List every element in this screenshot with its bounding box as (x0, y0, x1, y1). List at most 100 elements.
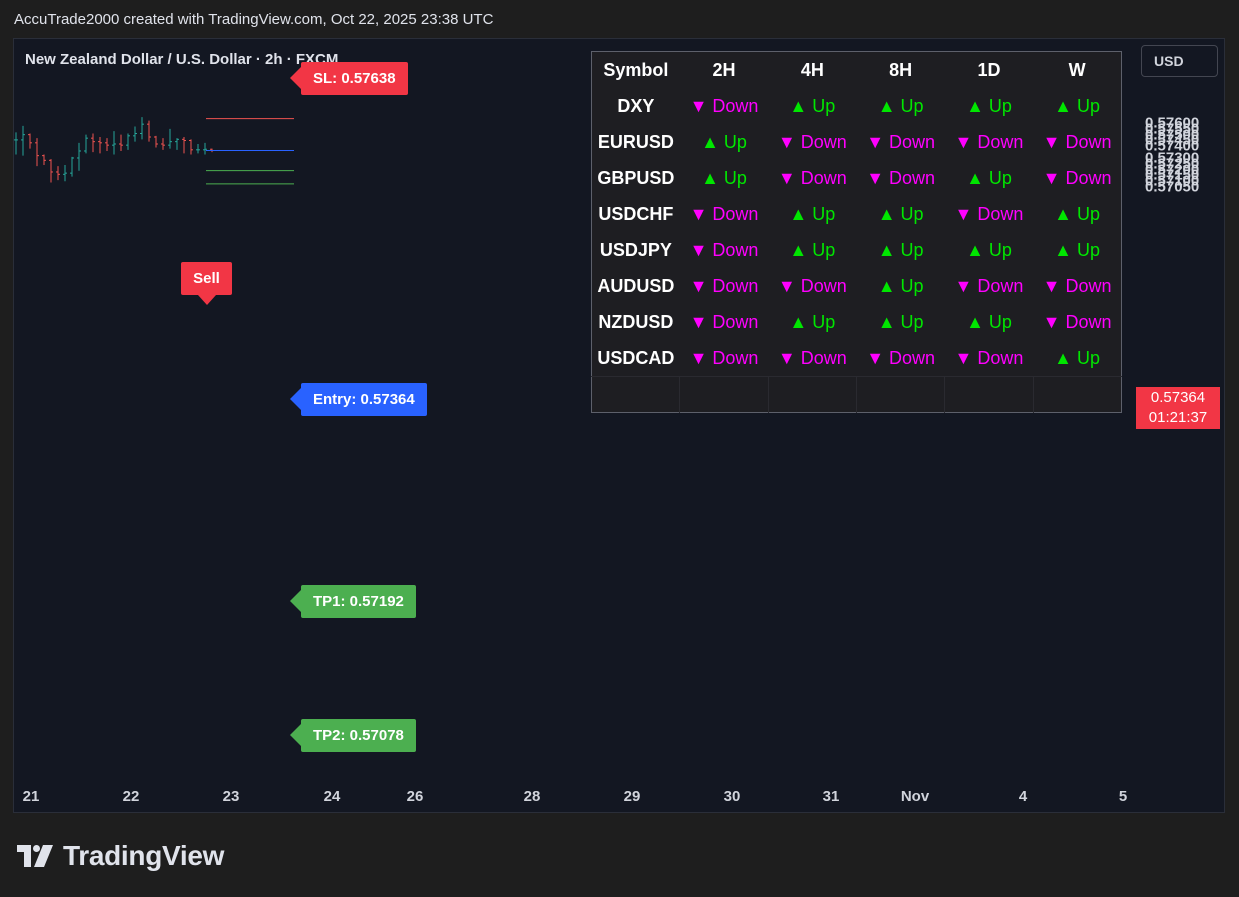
trend-cell-down: ▼ Down (689, 275, 759, 296)
last-price-badge: 0.57364 01:21:37 (1136, 387, 1220, 429)
trend-cell-up: ▲ Up (1054, 347, 1100, 368)
trend-cell-down: ▼ Down (1042, 311, 1112, 332)
table-symbol-cell: GBPUSD (597, 167, 675, 188)
trend-cell-up: ▲ Up (701, 167, 747, 188)
table-row: USDCAD ▼ Down ▼ Down ▼ Down ▼ Down ▲ Up (592, 340, 1122, 377)
trend-cell-up: ▲ Up (877, 239, 924, 260)
table-empty-cell (767, 376, 857, 413)
trend-cell-up: ▲ Up (877, 275, 924, 296)
time-tick-label: 31 (822, 788, 840, 805)
trend-cell-up: ▲ Up (966, 239, 1012, 260)
trend-cell-up: ▲ Up (877, 311, 924, 332)
trend-cell-up: ▲ Up (1054, 239, 1100, 260)
time-tick-label: 22 (122, 788, 140, 805)
trend-cell-down: ▼ Down (1042, 167, 1112, 188)
sell-signal-label: Sell (181, 262, 232, 305)
price-tick-label: 0.57300 (1145, 149, 1200, 167)
trend-cell-up: ▲ Up (877, 95, 924, 116)
table-row: AUDUSD ▼ Down ▼ Down ▲ Up ▼ Down ▼ Down (592, 268, 1122, 304)
stop-loss-tag: SL: 0.57638 (290, 62, 408, 95)
trend-cell-down: ▼ Down (689, 239, 759, 260)
time-tick-label: 4 (1018, 788, 1028, 805)
chart-pane[interactable]: New Zealand Dollar / U.S. Dollar · 2h · … (13, 38, 1225, 813)
trend-cell-up: ▲ Up (877, 203, 924, 224)
multi-timeframe-trend-table: Symbol 2H 4H 8H 1D W DXY ▼ Down ▲ Up ▲ Up ▲ Up ▲ U… (591, 51, 1122, 413)
table-header-4h: 4H (800, 59, 824, 80)
trend-cell-down: ▼ Down (866, 131, 936, 152)
table-empty-cell (679, 376, 769, 413)
trend-cell-down: ▼ Down (954, 203, 1024, 224)
table-empty-cell (944, 376, 1034, 413)
table-row: NZDUSD ▼ Down ▲ Up ▲ Up ▲ Up ▼ Down (592, 304, 1122, 340)
tradingview-logo-text: TradingView (63, 840, 225, 871)
price-tick-label: 0.57550 (1145, 120, 1200, 138)
price-tick-label: 0.57200 (1145, 161, 1200, 179)
table-header-symbol: Symbol (603, 59, 669, 80)
time-tick-label: 29 (623, 788, 641, 805)
table-row: GBPUSD ▲ Up ▼ Down ▼ Down ▲ Up ▼ Down (592, 160, 1122, 196)
price-tick-label: 0.57050 (1145, 178, 1200, 196)
trend-cell-up: ▲ Up (1054, 203, 1100, 224)
trend-cell-down: ▼ Down (777, 131, 847, 152)
candlestick-plot[interactable] (14, 39, 1134, 779)
trend-cell-down: ▼ Down (689, 203, 759, 224)
trend-cell-up: ▲ Up (789, 203, 836, 224)
table-symbol-cell: USDCHF (598, 203, 674, 224)
price-tick-label: 0.57450 (1145, 131, 1200, 149)
time-tick-label: 21 (22, 788, 40, 805)
table-symbol-cell: DXY (617, 95, 655, 116)
price-tick-label: 0.57500 (1145, 126, 1200, 144)
bar-countdown: 01:21:37 (1148, 409, 1208, 426)
trend-cell-down: ▼ Down (689, 95, 759, 116)
take-profit-2-tag: TP2: 0.57078 (290, 719, 416, 752)
table-symbol-cell: AUDUSD (597, 275, 675, 296)
table-symbol-cell: EURUSD (597, 131, 674, 152)
price-tick-label: 0.57250 (1145, 155, 1200, 173)
trend-cell-up: ▲ Up (789, 95, 836, 116)
table-empty-cell (855, 376, 945, 413)
symbol-title[interactable]: New Zealand Dollar / U.S. Dollar · 2h · … (25, 51, 339, 68)
tradingview-logo[interactable]: TradingView (17, 840, 224, 872)
table-row: EURUSD ▲ Up ▼ Down ▼ Down ▼ Down ▼ Down (592, 124, 1122, 160)
trend-cell-up: ▲ Up (701, 131, 747, 152)
trend-cell-down: ▼ Down (777, 167, 847, 188)
trend-cell-down: ▼ Down (689, 311, 759, 332)
currency-selector-button[interactable]: USD (1141, 45, 1218, 77)
time-tick-label: 5 (1118, 788, 1128, 805)
price-tick-label: 0.57150 (1145, 166, 1200, 184)
table-symbol-cell: USDCAD (597, 347, 675, 368)
take-profit-1-tag: TP1: 0.57192 (290, 585, 416, 618)
last-price-value: 0.57364 (1150, 389, 1206, 406)
table-header-w: W (1068, 59, 1086, 80)
trend-cell-down: ▼ Down (954, 275, 1024, 296)
price-tick-label: 0.57100 (1145, 172, 1200, 190)
trend-cell-down: ▼ Down (689, 347, 759, 368)
table-empty-row (591, 376, 1122, 413)
time-tick-label: Nov (900, 788, 930, 805)
trend-cell-down: ▼ Down (866, 167, 936, 188)
table-symbol-cell: USDJPY (599, 239, 672, 260)
trend-cell-up: ▲ Up (789, 239, 836, 260)
table-row: USDCHF ▼ Down ▲ Up ▲ Up ▼ Down ▲ Up (592, 196, 1122, 232)
price-tick-label: 0.57400 (1145, 137, 1200, 155)
time-tick-label: 30 (723, 788, 741, 805)
tradingview-logo-icon (17, 845, 53, 867)
table-row: DXY ▼ Down ▲ Up ▲ Up ▲ Up ▲ Up (592, 88, 1122, 124)
table-header-1d: 1D (977, 59, 1001, 80)
trend-cell-down: ▼ Down (954, 347, 1024, 368)
trend-cell-down: ▼ Down (954, 131, 1024, 152)
price-tick-label: 0.57600 (1145, 114, 1200, 132)
trend-cell-up: ▲ Up (966, 167, 1012, 188)
trend-cell-up: ▲ Up (966, 311, 1012, 332)
chart-header-attribution: AccuTrade2000 created with TradingView.c… (14, 11, 494, 28)
time-tick-label: 26 (406, 788, 424, 805)
table-empty-cell (591, 376, 680, 413)
trend-cell-down: ▼ Down (866, 347, 936, 368)
time-tick-label: 28 (523, 788, 541, 805)
entry-tag: Entry: 0.57364 (290, 383, 427, 416)
trend-cell-down: ▼ Down (1042, 131, 1112, 152)
trend-cell-up: ▲ Up (966, 95, 1012, 116)
table-header-2h: 2H (712, 59, 736, 80)
table-row: USDJPY ▼ Down ▲ Up ▲ Up ▲ Up ▲ Up (592, 232, 1122, 268)
table-header-8h: 8H (889, 59, 913, 80)
